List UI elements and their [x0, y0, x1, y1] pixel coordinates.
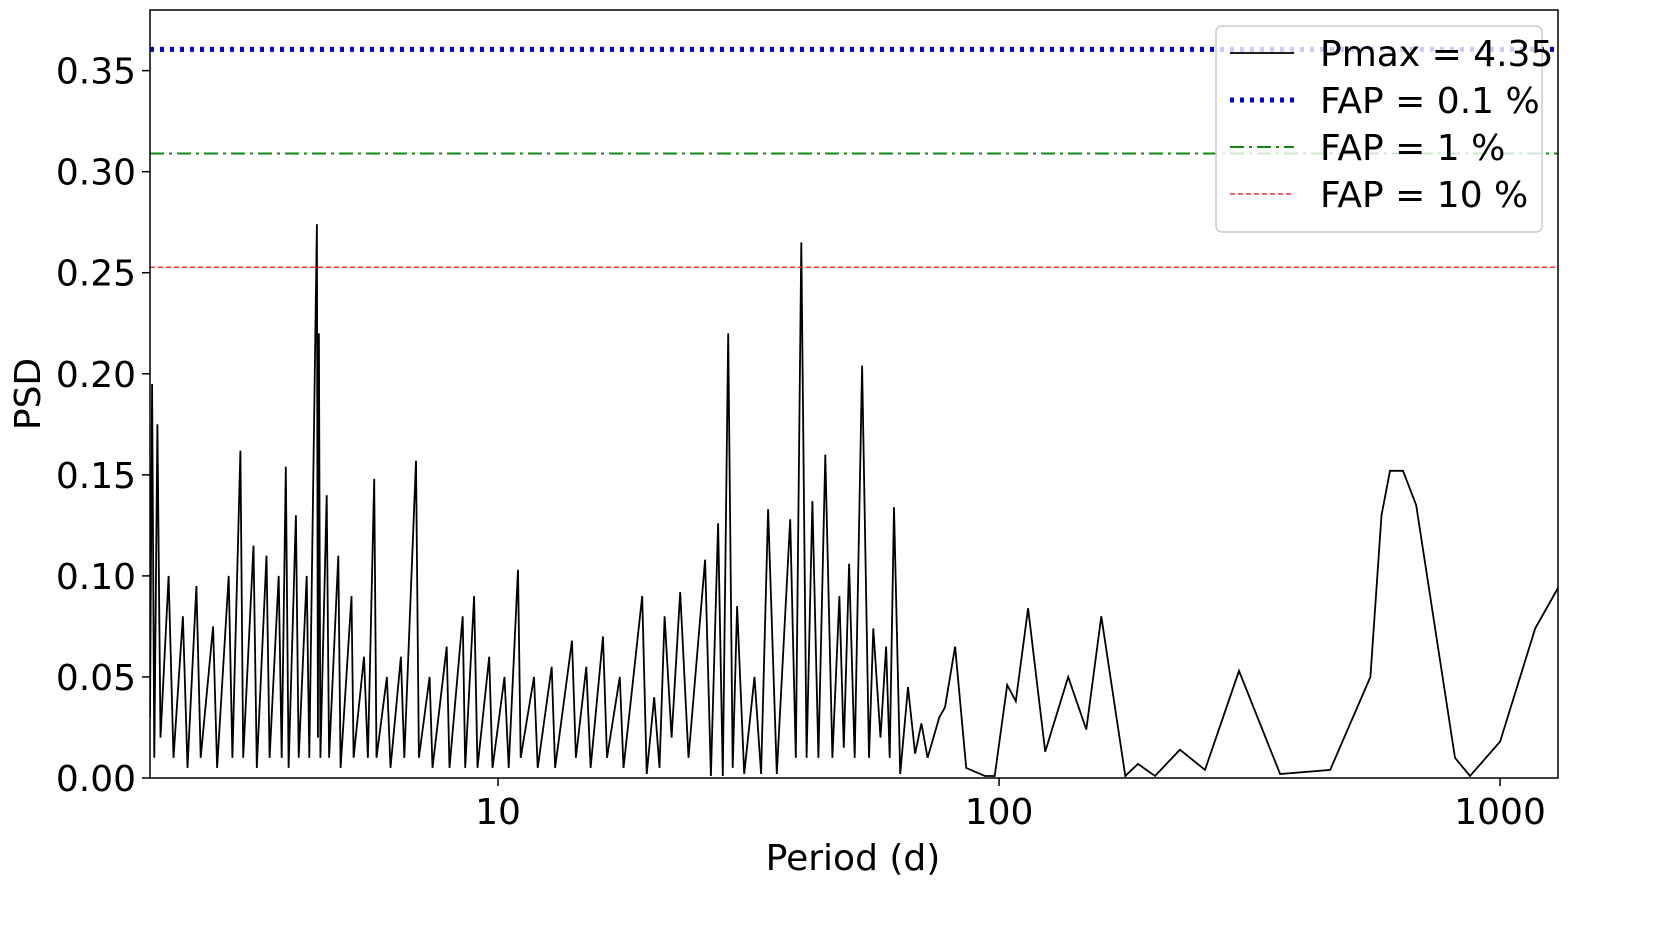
y-tick-label: 0.10: [56, 557, 136, 598]
y-tick-label: 0.25: [56, 254, 136, 295]
plot-frame: [149, 9, 1559, 779]
x-tick-label: 10: [475, 792, 521, 833]
y-tick-label: 0.00: [56, 759, 136, 800]
x-axis-label: Period (d): [766, 838, 941, 879]
legend-label: FAP = 1 %: [1320, 128, 1505, 169]
y-tick-label: 0.15: [56, 456, 136, 497]
legend-label: FAP = 10 %: [1320, 175, 1528, 216]
y-tick-label: 0.05: [56, 658, 136, 699]
legend-label: FAP = 0.1 %: [1320, 81, 1540, 122]
y-tick-label: 0.30: [56, 153, 136, 194]
psd-line: [150, 224, 1558, 778]
legend-box: [1215, 25, 1543, 233]
legend-label: Pmax = 4.35: [1320, 34, 1553, 75]
y-tick-label: 0.35: [56, 52, 136, 93]
x-tick-label: 1000: [1454, 792, 1546, 833]
x-tick-label: 100: [965, 792, 1034, 833]
y-tick-label: 0.20: [56, 355, 136, 396]
y-axis-label: PSD: [8, 358, 49, 430]
